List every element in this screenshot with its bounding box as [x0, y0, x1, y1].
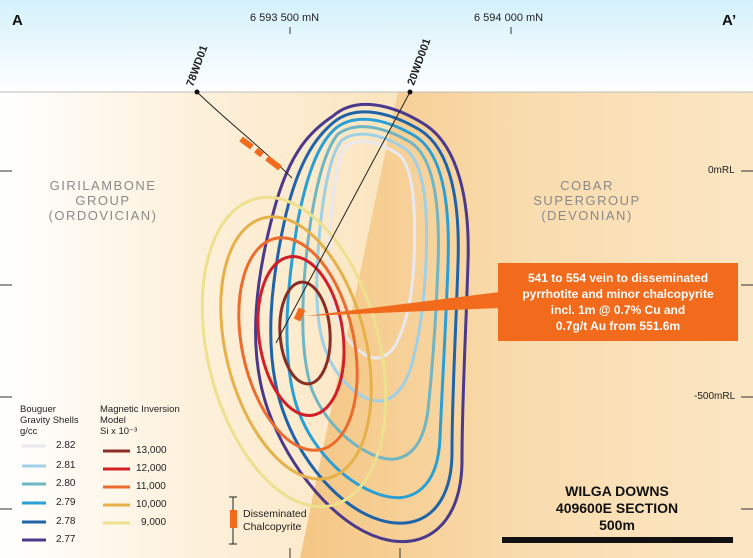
rl-label-500: -500mRL [694, 391, 736, 402]
callout-line-2: pyrrhotite and minor chalcopyrite [522, 287, 714, 301]
legend-gravity-value-4: 2.79 [56, 497, 76, 508]
gravity-shell-2.78 [269, 110, 460, 525]
legend-gravity-title-3: g/cc [20, 426, 38, 437]
drillhole-78WD01-trace [196, 91, 293, 179]
magnetic-shell-10000 [219, 215, 373, 481]
intercept-callout: 541 to 554 vein to disseminated pyrrhoti… [498, 263, 738, 341]
mineral-key-label-2: Chalcopyrite [243, 521, 302, 533]
title-line-1: WILGA DOWNS [565, 483, 669, 499]
drillhole-20WD001-mineralisation [293, 307, 306, 322]
geology-right-line-2: SUPERGROUP [533, 193, 641, 208]
callout-pointer [306, 292, 500, 316]
legend-gravity-value-1: 2.82 [56, 440, 76, 451]
geology-right-line-1: COBAR [560, 178, 614, 193]
geology-right-group: COBAR SUPERGROUP (DEVONIAN) [512, 178, 662, 223]
drillhole-20WD001-trace [275, 91, 411, 344]
gravity-shell-2.80 [301, 125, 440, 461]
legend-gravity-value-2: 2.81 [56, 460, 76, 471]
northing-label-1: 6 593 500 mN [250, 12, 320, 24]
rl-label-0: 0mRL [708, 165, 735, 176]
geology-left-line-3: (ORDOVICIAN) [48, 208, 158, 223]
legend-gravity-value-3: 2.80 [56, 478, 76, 489]
callout-line-4: 0.7g/t Au from 551.6m [555, 319, 681, 333]
legend-magnetic-value-5: 9,000 [141, 517, 167, 528]
title-block: WILGA DOWNS 409600E SECTION 500m [527, 483, 707, 534]
scale-label: 500m [599, 517, 635, 533]
northing-label-2: 6 594 000 mN [474, 12, 544, 24]
magnetic-shell-11000 [237, 236, 359, 452]
legend-magnetic-title-3: Si x 10⁻³ [100, 426, 138, 437]
sky-band [0, 0, 753, 92]
drillhole-78WD01-mineralisation-3 [265, 155, 282, 171]
legend-gravity-title-2: Gravity Shells [20, 415, 79, 426]
mineral-key-label: Disseminated Chalcopyrite [243, 508, 307, 534]
drillhole-78WD01-mineralisation-1 [239, 136, 254, 150]
legend-gravity-value-5: 2.78 [56, 516, 76, 527]
legend-magnetic-value-2: 12,000 [136, 463, 167, 474]
magnetic-shell-9000 [200, 195, 388, 509]
scale-bar [502, 537, 733, 543]
section-end-left: A [12, 12, 23, 29]
gravity-shells [254, 103, 470, 544]
drillhole-78WD01-mineralisation-2 [254, 147, 264, 158]
geology-right-line-3: (DEVONIAN) [541, 208, 633, 223]
drillhole-78WD01-collar [194, 89, 200, 95]
legend-magnetic-value-4: 10,000 [136, 499, 167, 510]
geology-left-line-1: GIRILAMBONE [49, 178, 157, 193]
callout-line-3: incl. 1m @ 0.7% Cu and [550, 303, 686, 317]
legend-magnetic-title-2: Model [100, 415, 126, 426]
magnetic-shells [200, 195, 388, 509]
geology-left-group: GIRILAMBONE GROUP (ORDOVICIAN) [28, 178, 178, 223]
magnetic-shell-12000 [256, 255, 346, 417]
gravity-shell-2.79 [285, 117, 450, 500]
drillhole-20WD001-collar [407, 89, 413, 95]
legend-magnetic-title-1: Magnetic Inversion [100, 404, 180, 415]
mineral-key-label-1: Disseminated [243, 508, 307, 520]
gravity-shell-2.77 [254, 103, 470, 544]
legend-gravity-swatches [22, 444, 46, 542]
legend-magnetic-value-3: 11,000 [136, 481, 166, 492]
legend-gravity-value-6: 2.77 [56, 534, 76, 545]
legend-gravity-title-1: Bouguer [20, 404, 56, 415]
legend-magnetic-swatches [103, 449, 130, 525]
title-line-2: 409600E SECTION [555, 500, 679, 516]
gravity-shell-2.82 [327, 140, 417, 360]
legend-gravity-title: Bouguer Gravity Shells g/cc [20, 404, 79, 437]
geology-left-line-2: GROUP [75, 193, 131, 208]
legend-magnetic-title: Magnetic Inversion Model Si x 10⁻³ [100, 404, 180, 437]
mineral-key-swatch [230, 510, 237, 528]
legend-magnetic-value-1: 13,000 [136, 445, 167, 456]
section-end-right: A’ [722, 12, 737, 29]
callout-line-1: 541 to 554 vein to disseminated [527, 271, 709, 285]
